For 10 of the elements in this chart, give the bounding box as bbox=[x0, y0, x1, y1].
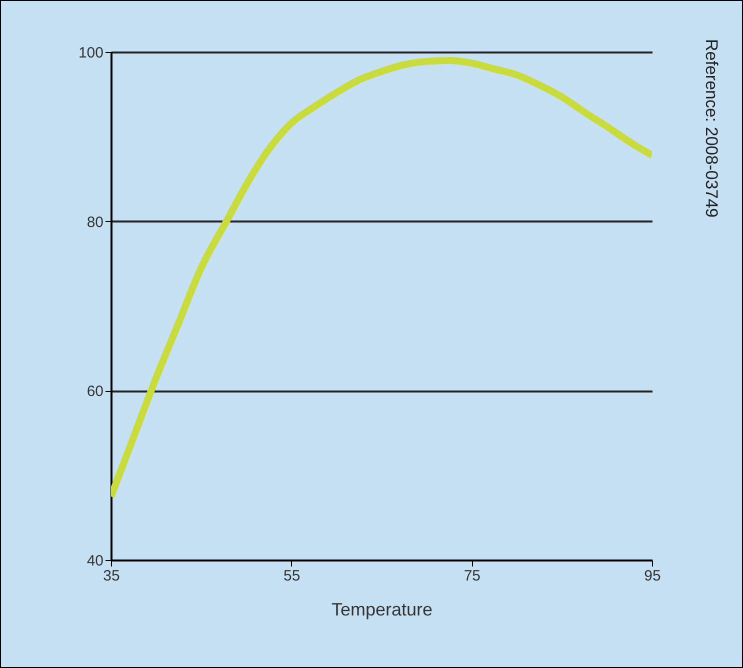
x-tick-label: 75 bbox=[464, 568, 481, 584]
y-tick-label: 100 bbox=[78, 44, 104, 62]
x-tick-label: 95 bbox=[644, 568, 661, 584]
text: Reference: 2008-03749 bbox=[701, 39, 721, 218]
x-tick-label: 55 bbox=[283, 568, 300, 584]
x-tick-label: 35 bbox=[103, 568, 120, 584]
y-tick-label: 40 bbox=[86, 552, 104, 570]
x-axis-title: Temperature bbox=[331, 600, 433, 620]
y-tick-label: 80 bbox=[86, 214, 104, 231]
y-tick-label: 60 bbox=[86, 383, 104, 400]
